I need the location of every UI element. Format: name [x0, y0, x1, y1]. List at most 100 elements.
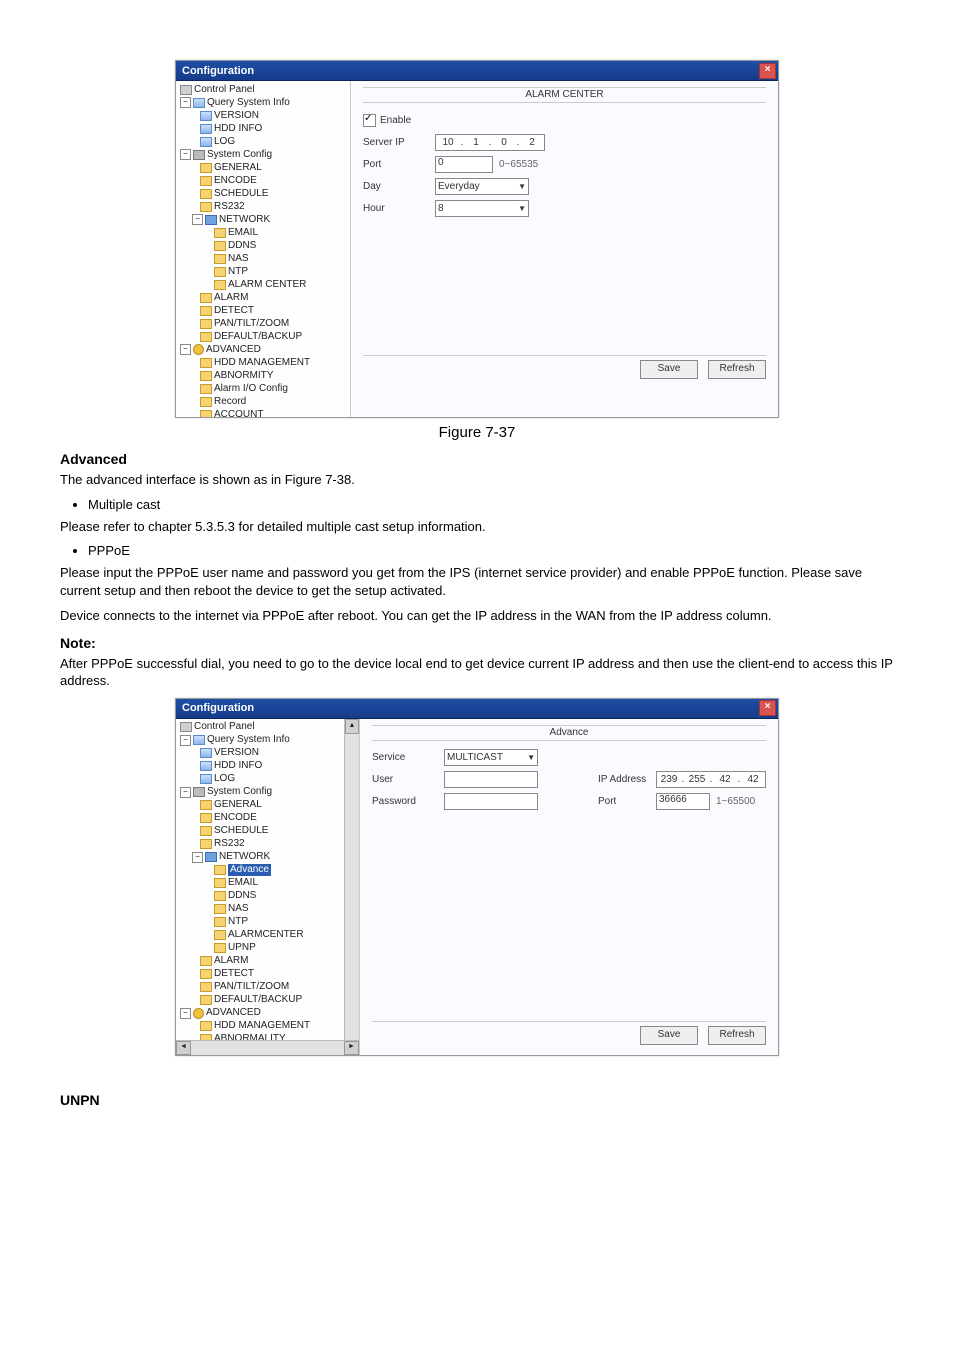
day-select[interactable]: Everyday ▼ — [435, 178, 529, 195]
scroll-left-icon[interactable]: ◄ — [176, 1041, 191, 1055]
tool-icon — [193, 150, 205, 160]
refresh-button[interactable]: Refresh — [708, 360, 766, 379]
folder-icon — [214, 280, 226, 290]
tree-item[interactable]: Control Panel — [194, 84, 255, 96]
tree-item[interactable]: Control Panel — [194, 721, 255, 733]
tree-item[interactable]: Query System Info — [207, 734, 290, 746]
ip-label: IP Address — [598, 774, 656, 785]
tree-item[interactable]: SCHEDULE — [214, 825, 268, 837]
hour-select[interactable]: 8 ▼ — [435, 200, 529, 217]
chevron-down-icon: ▼ — [518, 182, 526, 191]
folder-icon — [214, 943, 226, 953]
scrollbar-vertical[interactable]: ▲ ▼ — [344, 719, 359, 1055]
collapse-icon[interactable]: − — [180, 787, 191, 798]
folder-icon — [200, 982, 212, 992]
refresh-button[interactable]: Refresh — [708, 1026, 766, 1045]
tree-item[interactable]: GENERAL — [214, 162, 262, 174]
tree-item-selected[interactable]: Advance — [228, 864, 271, 876]
tree-item[interactable]: Query System Info — [207, 97, 290, 109]
tree-item[interactable]: LOG — [214, 136, 235, 148]
close-icon[interactable]: × — [759, 700, 776, 716]
tree-item[interactable]: LOG — [214, 773, 235, 785]
tree-item[interactable]: UPNP — [228, 942, 256, 954]
enable-checkbox[interactable] — [363, 114, 376, 127]
password-input[interactable] — [444, 793, 538, 810]
folder-icon — [200, 813, 212, 823]
tree-item[interactable]: ENCODE — [214, 812, 257, 824]
service-select[interactable]: MULTICAST ▼ — [444, 749, 538, 766]
tree-item[interactable]: DEFAULT/BACKUP — [214, 994, 302, 1006]
tree-item[interactable]: VERSION — [214, 747, 259, 759]
tree-item[interactable]: HDD INFO — [214, 123, 262, 135]
ip-input[interactable]: 239. 255. 42. 42 — [656, 771, 766, 788]
user-label: User — [372, 774, 444, 785]
tree-item[interactable]: NTP — [228, 266, 248, 278]
tree-item[interactable]: DDNS — [228, 240, 256, 252]
scroll-right-icon[interactable]: ► — [344, 1041, 359, 1055]
window-title: Configuration — [182, 65, 254, 77]
tree-item[interactable]: PAN/TILT/ZOOM — [214, 318, 289, 330]
tree-item[interactable]: Alarm I/O Config — [214, 383, 288, 395]
section-label: ALARM CENTER — [363, 87, 766, 103]
tree-item[interactable]: ADVANCED — [206, 344, 261, 356]
enable-label: Enable — [380, 115, 411, 126]
tree-item[interactable]: RS232 — [214, 201, 245, 213]
tree-item[interactable]: DEFAULT/BACKUP — [214, 331, 302, 343]
collapse-icon[interactable]: − — [192, 852, 203, 863]
port-input[interactable]: 36666 — [656, 793, 710, 810]
port-input[interactable]: 0 — [435, 156, 493, 173]
save-button[interactable]: Save — [640, 1026, 698, 1045]
tree-item[interactable]: System Config — [207, 786, 272, 798]
para: Device connects to the internet via PPPo… — [60, 607, 894, 625]
tree-item[interactable]: NAS — [228, 253, 249, 265]
tree-item[interactable]: EMAIL — [228, 877, 258, 889]
tree-item[interactable]: HDD INFO — [214, 760, 262, 772]
tree-item[interactable]: ALARM — [214, 955, 248, 967]
tree-item[interactable]: ALARMCENTER — [228, 929, 304, 941]
tree-item[interactable]: GENERAL — [214, 799, 262, 811]
folder-icon — [214, 891, 226, 901]
window-title: Configuration — [182, 702, 254, 714]
tree-item[interactable]: DDNS — [228, 890, 256, 902]
tree-item[interactable]: ALARM — [214, 292, 248, 304]
tree-item[interactable]: System Config — [207, 149, 272, 161]
tree-item[interactable]: ABNORMITY — [214, 370, 273, 382]
tree-item[interactable]: RS232 — [214, 838, 245, 850]
tree-item[interactable]: DETECT — [214, 305, 254, 317]
tree-item[interactable]: HDD MANAGEMENT — [214, 357, 310, 369]
scrollbar-horizontal[interactable]: ◄ ► — [176, 1040, 359, 1055]
tree-item[interactable]: HDD MANAGEMENT — [214, 1020, 310, 1032]
tree-item[interactable]: ACCOUNT — [214, 409, 263, 418]
tree-item[interactable]: SCHEDULE — [214, 188, 268, 200]
collapse-icon[interactable]: − — [180, 735, 191, 746]
server-ip-input[interactable]: 10. 1. 0. 2 — [435, 134, 545, 151]
tree-item[interactable]: NAS — [228, 903, 249, 915]
collapse-icon[interactable]: − — [180, 149, 191, 160]
doc-icon — [200, 137, 212, 147]
folder-icon — [200, 293, 212, 303]
collapse-icon[interactable]: − — [180, 344, 191, 355]
save-button[interactable]: Save — [640, 360, 698, 379]
tree-item[interactable]: DETECT — [214, 968, 254, 980]
para: Please input the PPPoE user name and pas… — [60, 564, 894, 599]
user-input[interactable] — [444, 771, 538, 788]
tree-item[interactable]: PAN/TILT/ZOOM — [214, 981, 289, 993]
tree-item[interactable]: EMAIL — [228, 227, 258, 239]
tree-item[interactable]: ALARM CENTER — [228, 279, 306, 291]
tree-item[interactable]: Record — [214, 396, 246, 408]
tree-item[interactable]: VERSION — [214, 110, 259, 122]
tree-item[interactable]: NTP — [228, 916, 248, 928]
tree-item[interactable]: ENCODE — [214, 175, 257, 187]
close-icon[interactable]: × — [759, 63, 776, 79]
tree-item[interactable]: ADVANCED — [206, 1007, 261, 1019]
folder-icon — [200, 995, 212, 1005]
titlebar: Configuration × — [176, 699, 778, 719]
control-panel-icon — [180, 85, 192, 95]
scroll-up-icon[interactable]: ▲ — [345, 719, 359, 734]
collapse-icon[interactable]: − — [192, 214, 203, 225]
tree-item[interactable]: NETWORK — [219, 214, 270, 226]
collapse-icon[interactable]: − — [180, 97, 191, 108]
tree-item[interactable]: NETWORK — [219, 851, 270, 863]
collapse-icon[interactable]: − — [180, 1008, 191, 1019]
folder-icon — [214, 241, 226, 251]
